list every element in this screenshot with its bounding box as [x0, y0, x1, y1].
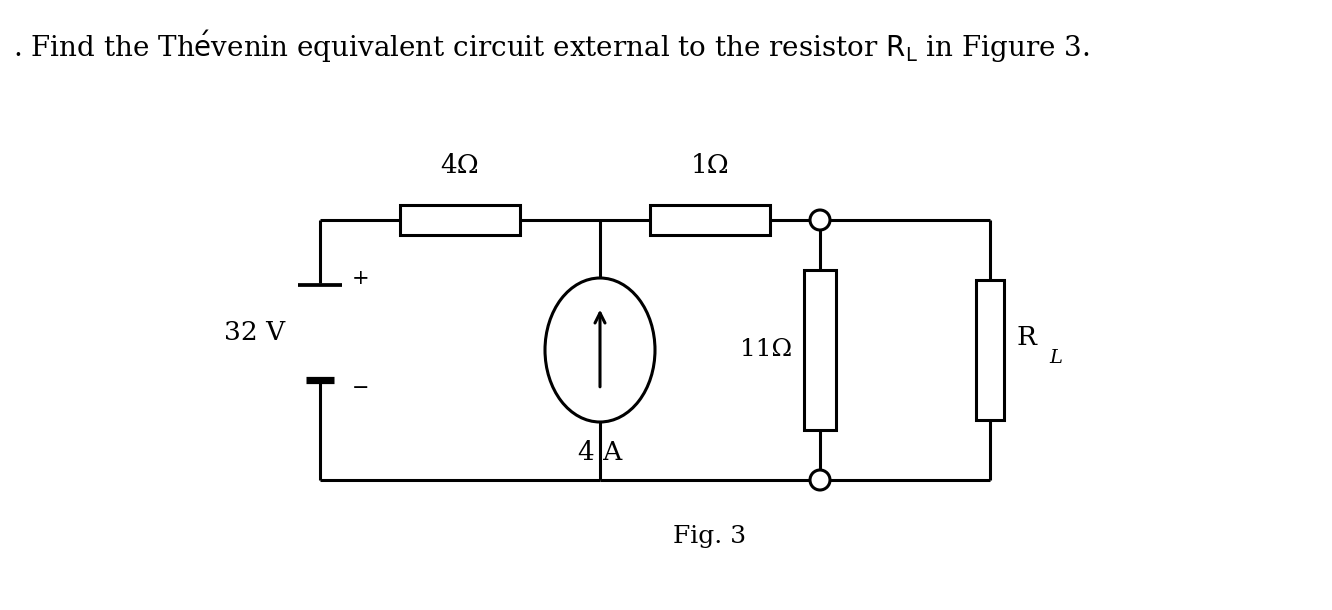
Text: 4Ω: 4Ω	[441, 153, 480, 178]
Text: L: L	[1050, 349, 1062, 367]
Circle shape	[810, 210, 830, 230]
Text: 11Ω: 11Ω	[739, 339, 793, 362]
Text: −: −	[352, 378, 369, 398]
Bar	[400, 205, 519, 235]
Text: 4 A: 4 A	[578, 440, 622, 465]
Circle shape	[810, 470, 830, 490]
Ellipse shape	[545, 278, 655, 422]
Text: Fig. 3: Fig. 3	[674, 525, 746, 548]
Text: 1Ω: 1Ω	[690, 153, 730, 178]
Text: . Find the Th$\mathrm{\acute{e}}$venin equivalent circuit external to the resist: . Find the Th$\mathrm{\acute{e}}$venin e…	[13, 28, 1090, 65]
Text: R: R	[1016, 326, 1036, 351]
Bar	[976, 280, 1004, 420]
Text: +: +	[352, 270, 369, 289]
Text: 32 V: 32 V	[224, 320, 285, 345]
Bar	[650, 205, 770, 235]
Bar	[805, 270, 836, 430]
